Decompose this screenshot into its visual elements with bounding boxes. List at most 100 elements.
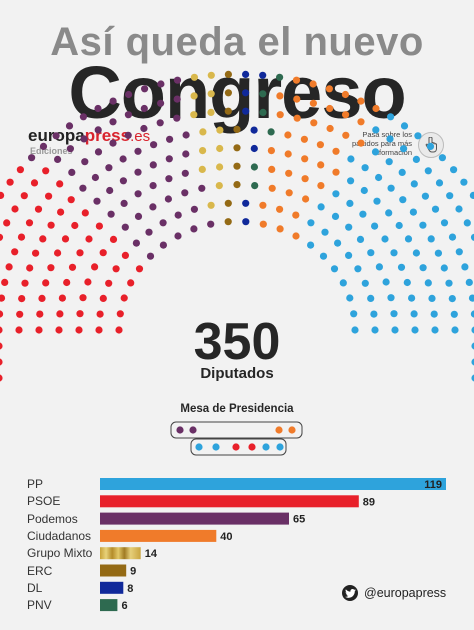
- seat-podemos[interactable]: [39, 142, 48, 150]
- seat-grupo-mixto[interactable]: [190, 73, 198, 81]
- seat-podemos[interactable]: [159, 241, 167, 249]
- seat-podemos[interactable]: [132, 239, 140, 247]
- seat-psoe[interactable]: [58, 294, 66, 302]
- seat-psoe[interactable]: [57, 208, 65, 216]
- seat-podemos[interactable]: [140, 104, 148, 113]
- seat-ciudadanos[interactable]: [342, 131, 350, 139]
- seat-psoe[interactable]: [3, 219, 11, 227]
- seat-psoe[interactable]: [67, 196, 75, 204]
- seat-ciudadanos[interactable]: [268, 165, 276, 173]
- seat-ciudadanos[interactable]: [276, 225, 284, 233]
- seat-ciudadanos[interactable]: [292, 211, 300, 219]
- seat-pp[interactable]: [361, 279, 369, 287]
- seat-pp[interactable]: [446, 192, 454, 200]
- seat-ciudadanos[interactable]: [301, 175, 309, 183]
- seat-podemos[interactable]: [164, 195, 172, 203]
- seat-pp[interactable]: [347, 155, 355, 163]
- seat-ciudadanos[interactable]: [341, 90, 349, 99]
- seat-psoe[interactable]: [56, 180, 64, 188]
- bar-pnv[interactable]: [100, 599, 118, 612]
- seat-psoe[interactable]: [21, 279, 29, 287]
- seat-podemos[interactable]: [134, 168, 142, 176]
- seat-psoe[interactable]: [42, 279, 50, 287]
- seat-podemos[interactable]: [107, 210, 115, 218]
- seat-grupo-mixto[interactable]: [216, 126, 224, 134]
- seat-podemos[interactable]: [165, 155, 173, 163]
- seat-pnv[interactable]: [259, 108, 267, 116]
- seat-psoe[interactable]: [20, 192, 28, 200]
- seat-psoe[interactable]: [0, 191, 5, 199]
- seat-podemos[interactable]: [124, 131, 132, 139]
- seat-podemos[interactable]: [174, 232, 182, 240]
- seat-pp[interactable]: [421, 192, 429, 200]
- bar-erc[interactable]: [100, 564, 127, 577]
- seat-psoe[interactable]: [15, 326, 23, 334]
- seat-pp[interactable]: [371, 148, 380, 156]
- seat-pp[interactable]: [371, 222, 379, 230]
- seat-podemos[interactable]: [94, 104, 102, 113]
- seat-psoe[interactable]: [0, 310, 4, 318]
- seat-pp[interactable]: [399, 196, 407, 204]
- seat-pp[interactable]: [440, 264, 448, 272]
- seat-podemos[interactable]: [109, 97, 117, 105]
- seat-ciudadanos[interactable]: [285, 169, 293, 177]
- seat-podemos[interactable]: [181, 189, 189, 197]
- party-label-pnv[interactable]: PNV: [27, 598, 52, 613]
- seat-ciudadanos[interactable]: [268, 184, 276, 192]
- seat-hemicycle[interactable]: [0, 0, 474, 470]
- seat-psoe[interactable]: [81, 209, 89, 217]
- seat-pp[interactable]: [471, 326, 474, 334]
- seat-ciudadanos[interactable]: [326, 124, 334, 133]
- party-label-ciudadanos[interactable]: Ciudadanos: [27, 528, 92, 543]
- seat-psoe[interactable]: [25, 219, 34, 227]
- seat-ciudadanos[interactable]: [326, 104, 334, 113]
- seat-psoe[interactable]: [127, 279, 135, 287]
- seat-psoe[interactable]: [56, 310, 64, 318]
- seat-pp[interactable]: [331, 212, 340, 220]
- seat-podemos[interactable]: [120, 199, 128, 207]
- seat-erc[interactable]: [233, 162, 241, 170]
- seat-dl[interactable]: [242, 107, 250, 115]
- seat-podemos[interactable]: [166, 135, 174, 143]
- seat-podemos[interactable]: [140, 124, 148, 133]
- seat-pp[interactable]: [307, 241, 315, 249]
- seat-pp[interactable]: [411, 326, 419, 334]
- seat-psoe[interactable]: [45, 192, 53, 200]
- seat-ciudadanos[interactable]: [259, 201, 267, 209]
- seat-pp[interactable]: [330, 265, 339, 273]
- seat-podemos[interactable]: [149, 182, 157, 190]
- seat-pp[interactable]: [404, 235, 413, 243]
- seat-pp[interactable]: [307, 219, 315, 227]
- seat-psoe[interactable]: [55, 326, 63, 334]
- seat-pnv[interactable]: [251, 182, 259, 190]
- seat-ciudadanos[interactable]: [300, 135, 308, 143]
- seat-pp[interactable]: [339, 279, 347, 287]
- party-label-grupo-mixto[interactable]: Grupo Mixto: [27, 546, 93, 561]
- seat-ciudadanos[interactable]: [310, 119, 318, 127]
- seat-psoe[interactable]: [75, 326, 83, 334]
- seat-pp[interactable]: [346, 199, 354, 207]
- seat-pp[interactable]: [387, 184, 395, 192]
- seat-psoe[interactable]: [16, 310, 24, 318]
- seat-pp[interactable]: [419, 264, 427, 272]
- seat-pp[interactable]: [461, 263, 469, 271]
- seat-pp[interactable]: [438, 154, 446, 162]
- seat-podemos[interactable]: [149, 161, 157, 169]
- seat-ciudadanos[interactable]: [332, 168, 340, 176]
- seat-psoe[interactable]: [79, 294, 87, 302]
- seat-psoe[interactable]: [99, 294, 107, 302]
- seat-psoe[interactable]: [76, 249, 84, 257]
- seat-podemos[interactable]: [182, 150, 190, 158]
- seat-podemos[interactable]: [190, 225, 198, 233]
- seat-pp[interactable]: [387, 294, 395, 302]
- seat-podemos[interactable]: [173, 76, 182, 84]
- seat-psoe[interactable]: [11, 205, 19, 213]
- seat-pp[interactable]: [470, 233, 474, 241]
- party-label-podemos[interactable]: Podemos: [27, 511, 78, 526]
- seat-pp[interactable]: [424, 279, 432, 287]
- seat-podemos[interactable]: [157, 99, 165, 107]
- seat-ciudadanos[interactable]: [357, 97, 365, 105]
- seat-pp[interactable]: [345, 223, 353, 231]
- seat-ciudadanos[interactable]: [372, 104, 380, 113]
- seat-pp[interactable]: [451, 326, 459, 334]
